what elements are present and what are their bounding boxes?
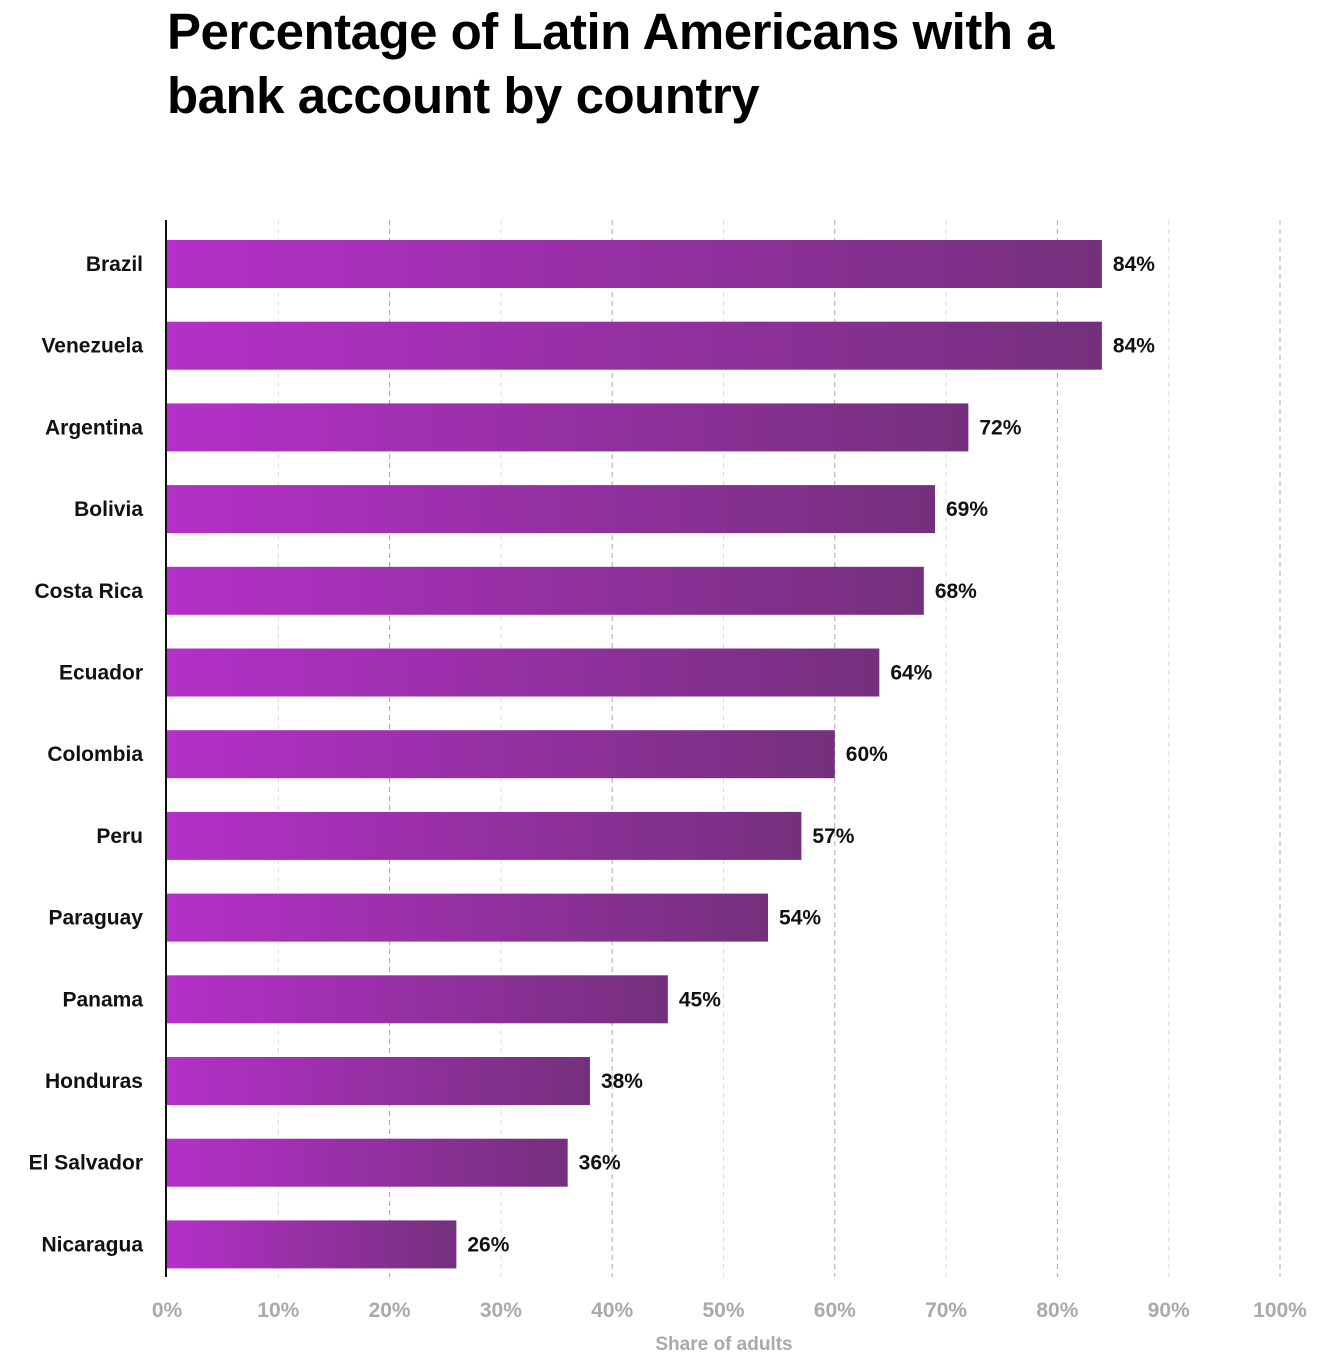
data-label: 69% xyxy=(946,498,988,521)
category-label: Peru xyxy=(96,825,143,848)
x-tick-label: 100% xyxy=(1253,1299,1307,1322)
bar xyxy=(167,566,924,615)
data-label: 36% xyxy=(579,1152,621,1175)
data-label: 57% xyxy=(812,825,854,848)
x-tick-label: 80% xyxy=(1036,1299,1078,1322)
bar xyxy=(167,893,769,942)
x-tick-label: 20% xyxy=(369,1299,411,1322)
bar xyxy=(167,240,1102,288)
data-label: 38% xyxy=(601,1070,643,1093)
category-label: Bolivia xyxy=(74,498,143,521)
category-label: Costa Rica xyxy=(34,580,143,603)
bar xyxy=(167,485,935,534)
x-tick-label: 30% xyxy=(480,1299,522,1322)
x-tick-label: 40% xyxy=(591,1299,633,1322)
category-label: Argentina xyxy=(45,416,143,439)
chart-title: Percentage of Latin Americans with a ban… xyxy=(167,3,1055,124)
data-label: 64% xyxy=(890,662,932,685)
bar xyxy=(167,730,835,779)
x-tick-label: 60% xyxy=(814,1299,856,1322)
data-label: 68% xyxy=(935,580,977,603)
x-tick-label: 50% xyxy=(702,1299,744,1322)
category-label: Nicaragua xyxy=(41,1233,143,1256)
bar xyxy=(167,1220,457,1269)
category-label: El Salvador xyxy=(29,1152,143,1175)
bar xyxy=(167,403,969,452)
category-label: Ecuador xyxy=(59,662,143,685)
data-label: 45% xyxy=(679,988,721,1011)
x-axis-label: Share of adults xyxy=(655,1334,792,1355)
data-label: 26% xyxy=(467,1233,509,1256)
data-label: 84% xyxy=(1113,335,1155,358)
category-label: Paraguay xyxy=(48,907,143,930)
bar xyxy=(167,811,802,860)
category-label: Colombia xyxy=(47,743,143,766)
data-label: 84% xyxy=(1113,253,1155,276)
data-label: 60% xyxy=(846,743,888,766)
x-tick-label: 90% xyxy=(1148,1299,1190,1322)
x-tick-label: 0% xyxy=(152,1299,183,1322)
x-tick-label: 70% xyxy=(925,1299,967,1322)
data-label: 72% xyxy=(979,416,1021,439)
x-tick-label: 10% xyxy=(257,1299,299,1322)
data-label: 54% xyxy=(779,907,821,930)
category-label: Honduras xyxy=(45,1070,143,1093)
category-label: Brazil xyxy=(86,253,143,276)
category-label: Panama xyxy=(62,988,143,1011)
bar xyxy=(167,648,880,697)
bar xyxy=(167,975,668,1024)
bar xyxy=(167,321,1102,370)
bar xyxy=(167,1057,590,1105)
category-label: Venezuela xyxy=(41,335,143,358)
bar xyxy=(167,1138,568,1187)
